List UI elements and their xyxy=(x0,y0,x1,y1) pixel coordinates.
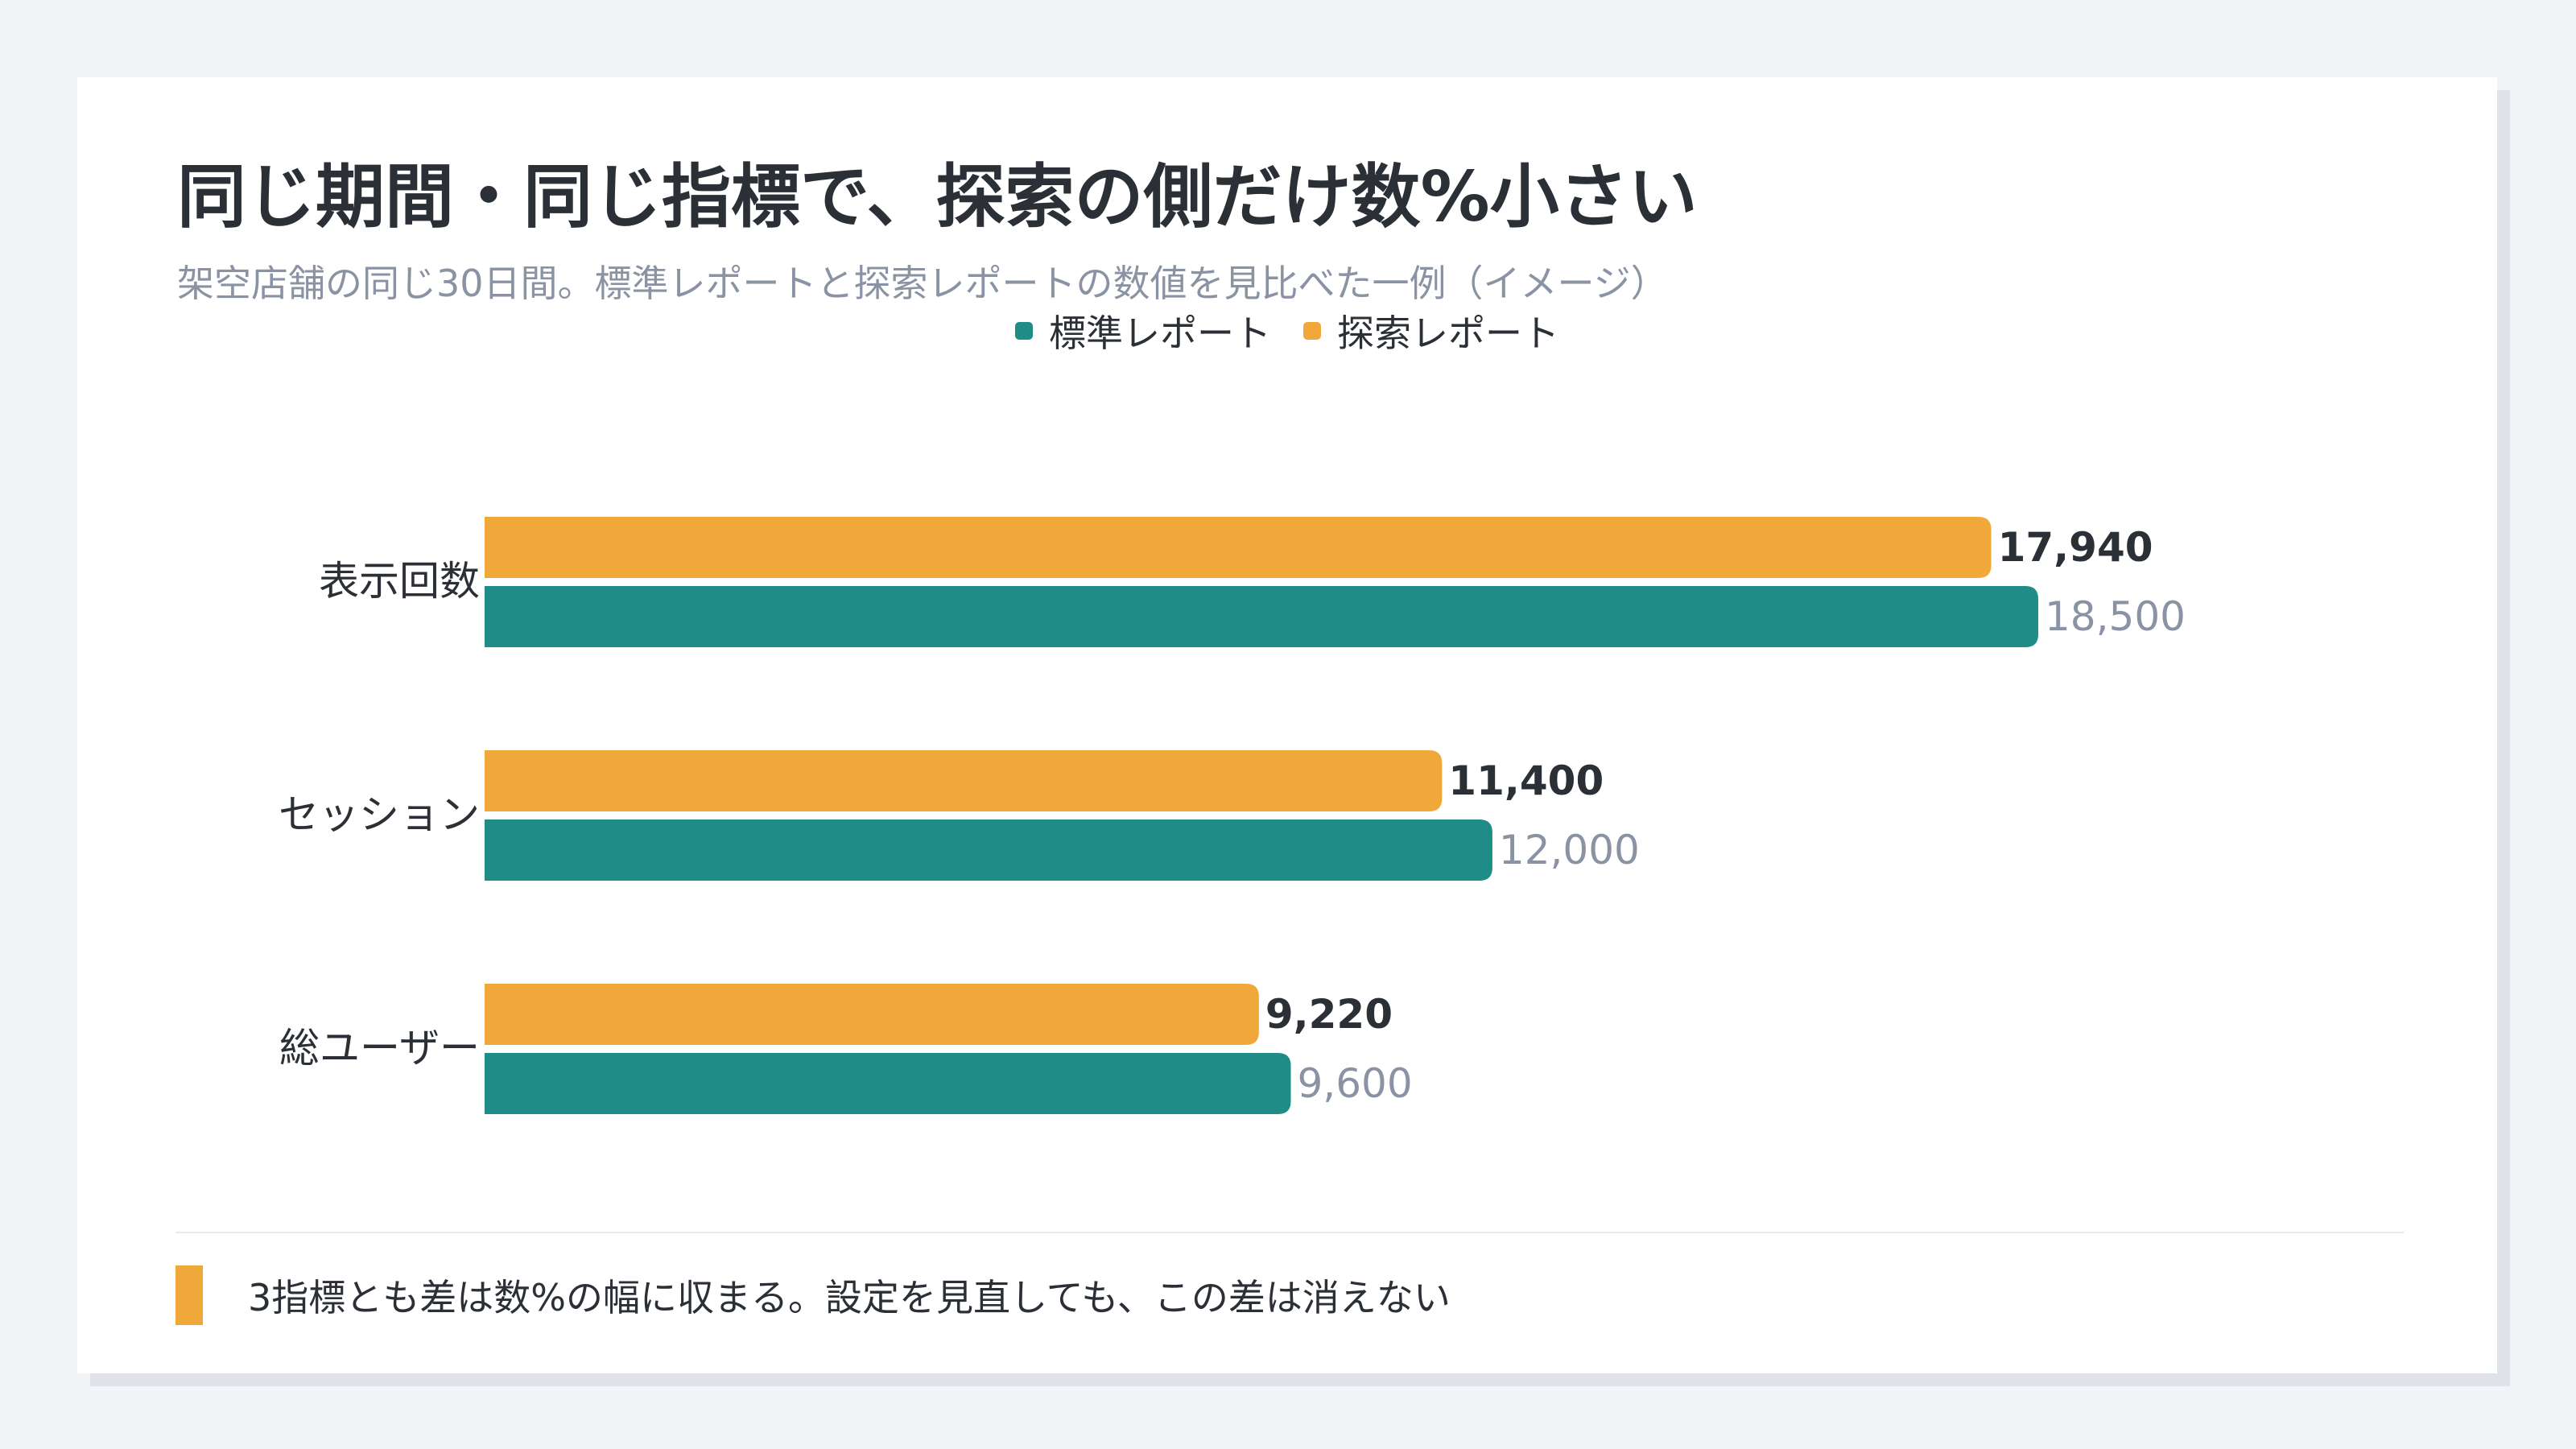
legend-swatch-exploration xyxy=(1303,322,1321,340)
value-label-standard: 9,600 xyxy=(1298,1060,1413,1107)
bar-chart: 表示回数 17,940 18,500 セッション 11,400 12,000 総ユーザー 9,… xyxy=(279,517,2186,1114)
bar-standard xyxy=(485,586,2038,647)
note-accent-bar xyxy=(175,1265,203,1325)
value-label-exploration: 9,220 xyxy=(1265,991,1393,1038)
category-label: 総ユーザー xyxy=(279,1025,480,1071)
legend-item-exploration: 探索レポート xyxy=(1303,304,1559,357)
legend-swatch-standard xyxy=(1015,322,1033,340)
category-label: 表示回数 xyxy=(319,558,480,605)
bar-standard xyxy=(485,1053,1291,1114)
chart-subtitle: 架空店舗の同じ30日間。標準レポートと探索レポートの数値を見比べた一例（イメージ… xyxy=(177,262,1668,305)
value-label-exploration: 17,940 xyxy=(1998,524,2153,571)
bar-standard xyxy=(485,819,1492,881)
chart-card: 同じ期間・同じ指標で、探索の側だけ数%小さい 架空店舗の同じ30日間。標準レポー… xyxy=(77,77,2497,1373)
chart-title: 同じ期間・同じ指標で、探索の側だけ数%小さい xyxy=(177,157,1698,237)
value-label-standard: 12,000 xyxy=(1499,827,1640,873)
bar-exploration xyxy=(485,750,1443,811)
value-label-exploration: 11,400 xyxy=(1448,758,1604,804)
legend-label-standard: 標準レポート xyxy=(1049,312,1271,355)
divider xyxy=(175,1232,2404,1233)
legend-label-exploration: 探索レポート xyxy=(1337,312,1559,355)
value-label-standard: 18,500 xyxy=(2045,593,2186,640)
legend: 標準レポート 探索レポート xyxy=(77,304,2497,357)
bar-exploration xyxy=(485,517,1992,578)
legend-item-standard: 標準レポート xyxy=(1015,304,1271,357)
category-label: セッション xyxy=(279,791,480,838)
footnote: 3指標とも差は数%の幅に収まる。設定を見直しても、この差は消えない xyxy=(248,1276,1451,1319)
bar-exploration xyxy=(485,984,1259,1045)
